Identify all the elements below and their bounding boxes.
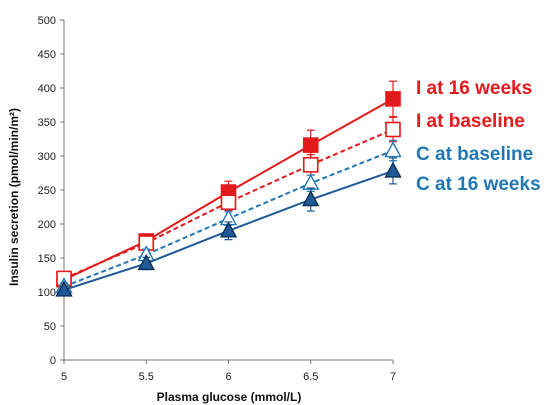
data-point-triangle xyxy=(219,221,238,238)
data-point-triangle xyxy=(302,173,320,190)
x-axis-ticks: 5 5.5 6 6.5 7 xyxy=(61,360,396,383)
y-tick-label: 100 xyxy=(38,287,56,299)
y-tick-label: 350 xyxy=(38,117,56,129)
x-tick-label: 6 xyxy=(225,371,231,383)
data-point-triangle xyxy=(55,280,73,297)
series-i-at-16-weeks xyxy=(56,80,401,288)
legend-label-c-16-weeks: C at 16 weeks xyxy=(416,174,541,195)
data-point-square xyxy=(302,137,319,153)
y-tick-label: 300 xyxy=(38,151,56,163)
y-tick-label: 0 xyxy=(50,355,56,367)
series-layer xyxy=(55,80,402,297)
legend: I at 16 weeks I at baseline C at baselin… xyxy=(416,78,541,195)
y-tick-label: 50 xyxy=(44,321,56,333)
series-c-at-baseline xyxy=(55,139,402,294)
data-point-square xyxy=(385,121,401,138)
y-tick-label: 450 xyxy=(38,49,56,61)
data-point-triangle xyxy=(302,190,320,207)
series-line xyxy=(63,128,394,280)
y-tick-label: 250 xyxy=(38,185,56,197)
x-tick-label: 5.5 xyxy=(139,371,154,383)
y-tick-label: 150 xyxy=(38,253,56,265)
y-tick-label: 400 xyxy=(38,83,56,95)
data-point-square xyxy=(302,157,319,173)
data-point-triangle xyxy=(384,141,402,158)
data-point-square xyxy=(385,91,401,107)
series-i-at-baseline xyxy=(56,116,401,287)
x-tick-label: 7 xyxy=(390,371,396,383)
x-tick-label: 5 xyxy=(61,371,67,383)
series-c-at-16-weeks xyxy=(55,157,402,297)
legend-label-i-16-weeks: I at 16 weeks xyxy=(416,78,532,99)
y-tick-label: 500 xyxy=(38,15,56,27)
y-axis-title: Insulin secretion (pmol/min/m²) xyxy=(7,108,21,286)
data-point-square xyxy=(220,194,237,211)
legend-label-c-baseline: C at baseline xyxy=(416,144,533,165)
x-tick-label: 6.5 xyxy=(303,371,318,383)
data-point-triangle xyxy=(137,253,155,271)
y-axis-ticks: 0 50 100 150 200 250 300 350 400 450 500 xyxy=(38,15,64,367)
data-point-triangle xyxy=(384,161,402,178)
legend-label-i-baseline: I at baseline xyxy=(416,111,525,132)
x-axis-title: Plasma glucose (mmol/L) xyxy=(157,390,302,404)
y-tick-label: 200 xyxy=(38,219,56,231)
